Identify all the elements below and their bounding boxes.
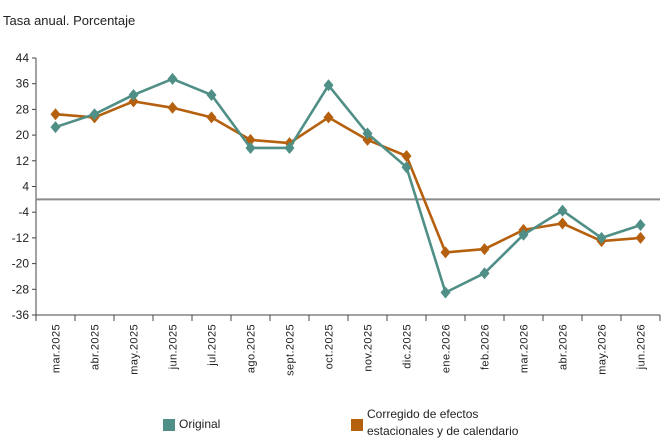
- data-point-corregido: [440, 246, 451, 259]
- x-tick-label: nov.2025: [363, 324, 375, 372]
- series-line-corregido: [55, 100, 641, 254]
- y-tick-label: -28: [12, 282, 30, 296]
- data-point-original: [596, 231, 607, 244]
- x-tick-label: may.2026: [597, 324, 609, 375]
- y-tick-label: 36: [16, 77, 30, 91]
- legend-label-corregido: Corregido de efectos estacionales y de c…: [367, 406, 518, 440]
- x-tick-label: may.2025: [129, 324, 141, 375]
- legend-label-corregido-line1: Corregido de efectos: [367, 407, 479, 421]
- data-point-original: [401, 161, 412, 174]
- x-tick-label: abr.2026: [558, 324, 570, 370]
- data-point-original: [167, 72, 178, 85]
- data-point-corregido: [479, 243, 490, 256]
- series-line-original: [55, 77, 641, 294]
- data-point-corregido: [206, 111, 217, 124]
- y-tick-label: 4: [22, 180, 29, 194]
- data-point-original: [518, 228, 529, 241]
- x-tick-label: jul.2025: [207, 324, 219, 367]
- y-tick-label: 12: [16, 154, 30, 168]
- x-tick-label: mar.2025: [51, 324, 63, 373]
- y-tick-label: -12: [12, 231, 30, 245]
- data-point-corregido: [128, 95, 139, 108]
- data-point-original: [284, 141, 295, 154]
- data-point-original: [245, 141, 256, 154]
- data-point-corregido: [635, 231, 646, 244]
- data-point-original: [128, 88, 139, 101]
- x-tick-label: jun.2026: [636, 324, 648, 370]
- chart-subtitle: Tasa anual. Porcentaje: [3, 13, 136, 28]
- data-point-original: [479, 267, 490, 280]
- y-tick-label: 20: [16, 128, 30, 142]
- y-axis-tick-labels: 44 36 28 20 12 4 -4 -12 -20 -28 -36: [12, 51, 30, 322]
- data-point-original: [362, 127, 373, 140]
- x-tick-label: jun.2025: [168, 324, 180, 370]
- data-point-original: [635, 219, 646, 232]
- legend-swatch-corregido: [351, 419, 363, 431]
- y-tick-label: 28: [16, 102, 30, 116]
- x-tick-label: ago.2025: [246, 324, 258, 373]
- data-point-corregido: [557, 217, 568, 230]
- data-point-original: [89, 108, 100, 121]
- data-point-original: [206, 88, 217, 101]
- data-point-corregido: [50, 108, 61, 121]
- x-tick-label: oct.2025: [324, 324, 336, 369]
- x-tick-label: sept.2025: [285, 324, 297, 376]
- y-tick-label: -20: [12, 257, 30, 271]
- x-tick-label: feb.2026: [480, 324, 492, 370]
- data-point-corregido: [167, 101, 178, 114]
- data-point-original: [50, 121, 61, 134]
- x-tick-label: ene.2026: [441, 324, 453, 373]
- data-point-original: [323, 79, 334, 92]
- legend-swatch-original: [163, 419, 175, 431]
- y-tick-label: 44: [16, 51, 30, 65]
- y-tick-label: -36: [12, 308, 30, 322]
- legend-label-corregido-line2: estacionales y de calendario: [367, 424, 519, 438]
- x-axis-tick-labels: mar.2025 abr.2025 may.2025 jun.2025 jul.2025…: [51, 324, 648, 376]
- x-tick-label: mar.2026: [519, 324, 531, 373]
- x-tick-label: dic.2025: [402, 324, 414, 369]
- legend-label-original: Original: [179, 417, 221, 431]
- series-layer: [50, 72, 646, 299]
- data-point-original: [557, 204, 568, 217]
- data-point-corregido: [323, 111, 334, 124]
- data-point-original: [440, 286, 451, 299]
- data-point-corregido: [401, 149, 412, 162]
- chart-axes: [32, 57, 661, 321]
- y-tick-label: -4: [18, 205, 29, 219]
- x-tick-label: abr.2025: [90, 324, 102, 370]
